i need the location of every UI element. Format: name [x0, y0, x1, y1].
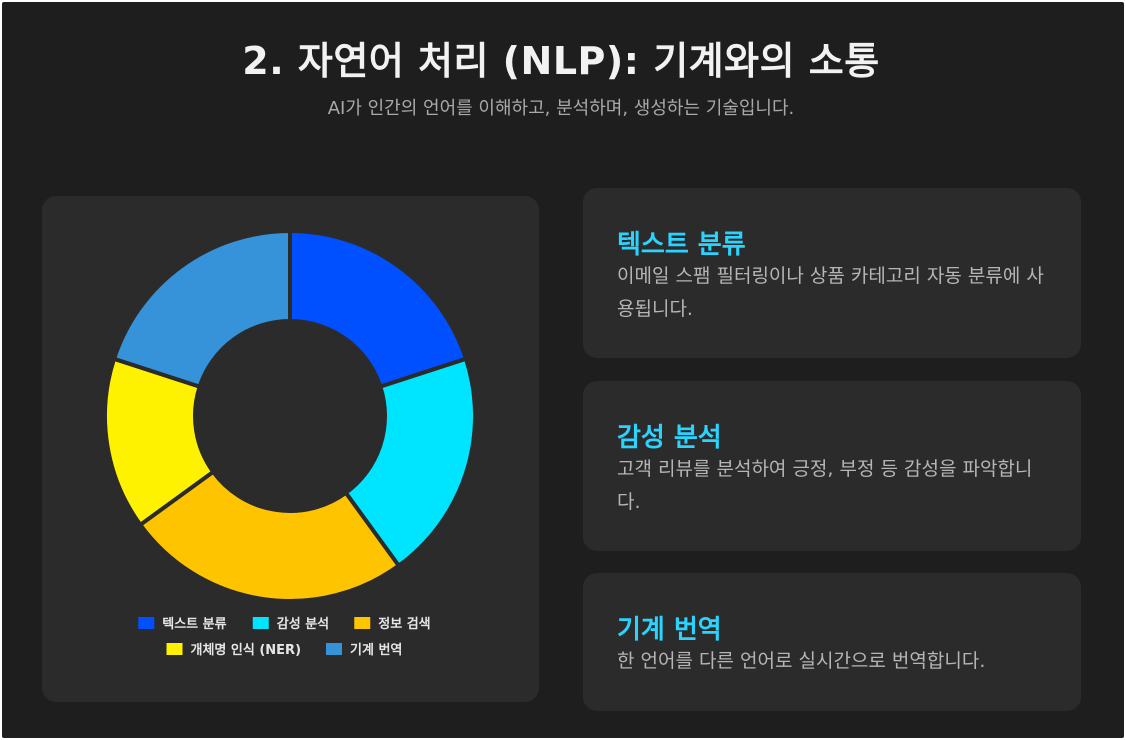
legend-label-2[interactable]: 감성 분석	[277, 617, 329, 632]
legend-swatch-4[interactable]	[166, 643, 183, 655]
legend-label-4[interactable]: 개체명 인식 (NER)	[191, 642, 302, 658]
feature-description: 고객 리뷰를 분석하여 긍정, 부정 등 감성을 파악합니다.	[617, 458, 1033, 513]
feature-description: 한 언어를 다른 언어로 실시간으로 번역합니다.	[617, 650, 986, 672]
legend-label-5[interactable]: 기계 번역	[350, 642, 402, 658]
donut-slice-3[interactable]	[137, 469, 402, 603]
feature-card-machine-translation: 기계 번역 한 언어를 다른 언어로 실시간으로 번역합니다.	[583, 573, 1081, 711]
page-title: 2. 자연어 처리 (NLP): 기계와의 소통	[242, 39, 880, 83]
legend-label-1[interactable]: 텍스트 분류	[162, 616, 226, 632]
feature-title: 텍스트 분류	[617, 230, 746, 260]
feature-card-sentiment-analysis: 감성 분석 고객 리뷰를 분석하여 긍정, 부정 등 감성을 파악합니다.	[583, 381, 1081, 551]
legend-swatch-5[interactable]	[326, 643, 342, 655]
feature-card-text-classification: 텍스트 분류 이메일 스팸 필터링이나 상품 카테고리 자동 분류에 사용됩니다…	[583, 188, 1081, 358]
feature-title: 기계 번역	[617, 615, 722, 645]
donut-slice-1[interactable]	[288, 228, 469, 390]
donut-slice-5[interactable]	[111, 228, 292, 390]
legend-swatch-1[interactable]	[138, 617, 155, 629]
feature-title: 감성 분석	[617, 423, 722, 453]
donut-slice-2[interactable]	[343, 356, 477, 569]
legend-swatch-2[interactable]	[252, 617, 269, 629]
legend-label-3[interactable]: 정보 검색	[378, 616, 430, 632]
page-subtitle: AI가 인간의 언어를 이해하고, 분석하며, 생성하는 기술입니다.	[327, 98, 795, 119]
legend-swatch-3[interactable]	[354, 617, 371, 629]
feature-description: 이메일 스팸 필터링이나 상품 카테고리 자동 분류에 사용됩니다.	[617, 265, 1044, 320]
